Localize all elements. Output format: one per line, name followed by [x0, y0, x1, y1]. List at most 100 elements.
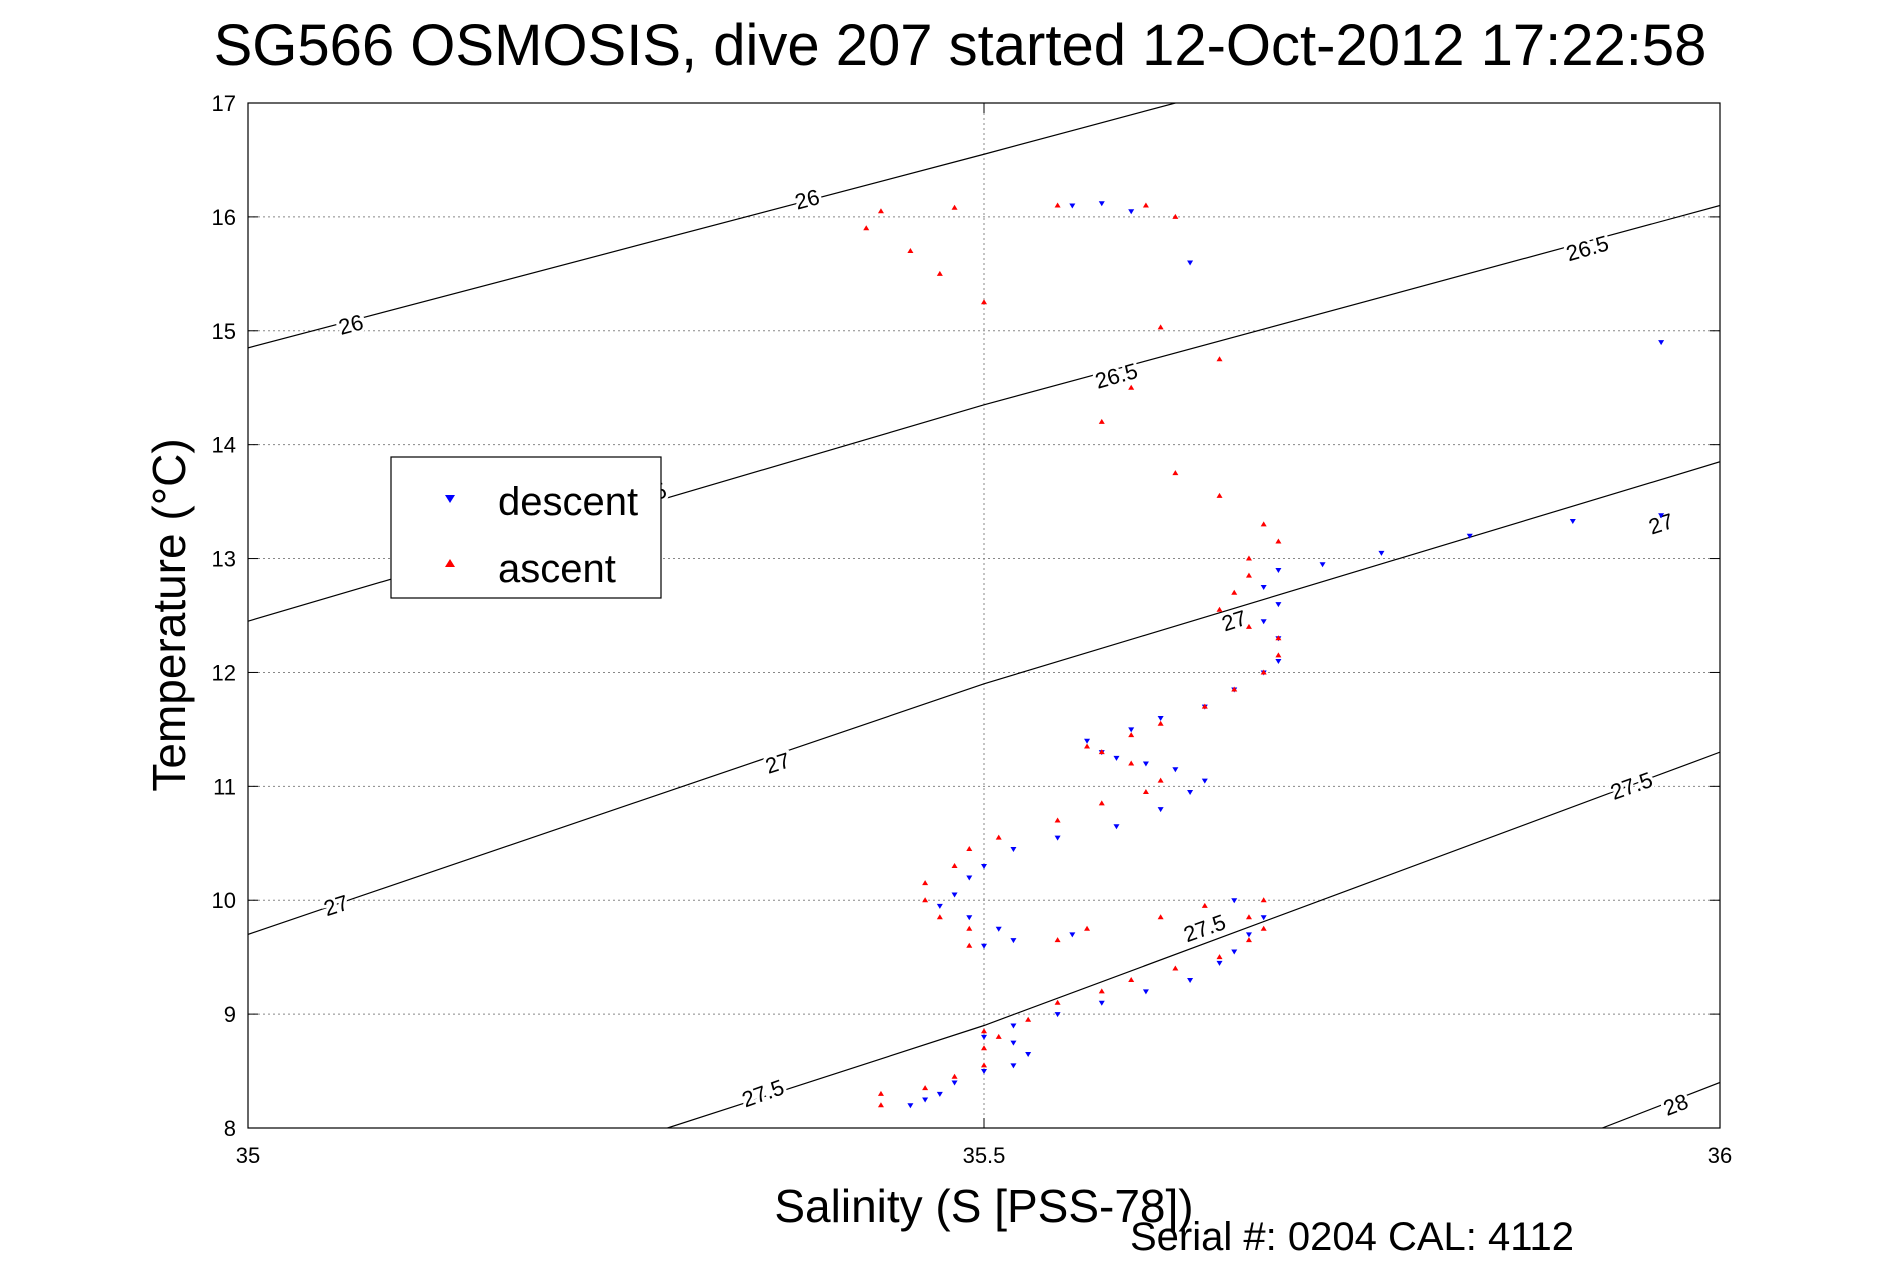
descent-point — [1128, 209, 1135, 215]
ascent-point — [922, 880, 929, 886]
descent-point — [1157, 716, 1164, 721]
ascent-point — [1172, 213, 1179, 219]
grid-lines — [248, 103, 1720, 1128]
y-tick-label: 16 — [212, 205, 236, 230]
ascent-point — [1245, 572, 1252, 578]
descent-point — [1128, 727, 1135, 733]
descent-point — [966, 915, 973, 921]
descent-point — [1113, 755, 1120, 761]
ascent-point — [966, 925, 973, 931]
ascent-point — [1260, 925, 1267, 931]
ascent-point — [1201, 703, 1208, 709]
ascent-point — [1216, 492, 1223, 498]
ascent-point — [1098, 418, 1105, 424]
legend: descent ascent — [390, 456, 662, 599]
ascent-point — [1084, 925, 1091, 931]
descent-point — [1142, 761, 1149, 767]
descent-point — [1245, 932, 1252, 938]
descent-point — [951, 1080, 958, 1086]
ascent-point — [1128, 732, 1135, 738]
descent-point — [1187, 260, 1194, 266]
ascent-point — [1128, 760, 1135, 766]
ascent-point — [1142, 789, 1149, 795]
ascent-point — [1260, 669, 1267, 675]
ascent-point — [863, 225, 870, 231]
descent-point — [1010, 1023, 1017, 1029]
ascent-point — [966, 845, 973, 851]
descent-point — [1098, 1000, 1105, 1006]
descent-point — [1658, 513, 1665, 519]
ascent-point — [877, 208, 884, 214]
descent-point — [936, 1091, 943, 1097]
ascent-point — [1201, 902, 1208, 908]
descent-point — [1319, 562, 1326, 568]
y-tick-label: 17 — [212, 91, 236, 116]
descent-point — [922, 1097, 929, 1103]
descent-point — [1275, 567, 1282, 573]
descent-point — [1113, 824, 1120, 830]
ascent-point — [1054, 937, 1061, 943]
ascent-point — [1216, 606, 1223, 612]
ascent-point — [1054, 999, 1061, 1005]
ascent-point — [981, 299, 987, 305]
ascent-point — [922, 897, 929, 903]
descent-point — [1187, 790, 1194, 796]
descent-point — [1275, 602, 1282, 608]
ascent-point — [1275, 538, 1282, 544]
y-tick-label: 10 — [212, 888, 236, 913]
descent-point — [907, 1103, 914, 1109]
descent-point — [1069, 203, 1076, 209]
density-contour-line — [248, 461, 1720, 935]
ascent-point — [907, 248, 914, 254]
density-contour-line — [248, 103, 1176, 349]
ascent-point — [1245, 555, 1252, 561]
chart-title: SG566 OSMOSIS, dive 207 started 12-Oct-2… — [214, 13, 1707, 78]
descent-point — [1172, 767, 1179, 773]
axis-ticks: 35 35.5 36 8 9 10 11 12 13 14 15 16 17 — [212, 91, 1733, 1168]
x-axis-label: Salinity (S [PSS-78]) — [774, 1180, 1193, 1232]
ascent-point — [1260, 897, 1267, 903]
descent-point — [1069, 932, 1076, 938]
y-axis-label: Temperature (°C) — [143, 438, 195, 791]
ascent-point — [1245, 937, 1252, 943]
ascent-point — [981, 1028, 987, 1034]
descent-point — [1231, 949, 1238, 955]
ascent-point — [1245, 914, 1252, 920]
descent-point — [1054, 835, 1061, 841]
descent-point — [1098, 201, 1105, 207]
ascent-point — [1142, 202, 1149, 208]
ascent-point — [951, 1073, 958, 1079]
descent-point — [981, 943, 987, 949]
ascent-point — [995, 834, 1002, 840]
ascent-point — [1172, 470, 1179, 476]
serial-footer: Serial #: 0204 CAL: 4112 — [1130, 1215, 1574, 1259]
descent-point — [1201, 778, 1208, 784]
descent-point — [1216, 960, 1223, 966]
descent-point — [1084, 738, 1091, 744]
descent-point — [1010, 938, 1017, 944]
descent-point — [1025, 1051, 1032, 1057]
ascent-point — [1157, 324, 1164, 330]
ascent-point — [1054, 817, 1061, 823]
ascent-point — [1025, 1016, 1032, 1022]
descent-point — [1378, 550, 1385, 556]
data-points — [863, 201, 1665, 1109]
ascent-point — [1157, 777, 1164, 783]
ascent-point — [1172, 965, 1179, 971]
descent-point — [981, 1034, 987, 1040]
ascent-point — [936, 914, 943, 920]
legend-label-ascent: ascent — [498, 547, 616, 591]
descent-point — [1010, 1040, 1017, 1046]
ascent-point — [877, 1090, 884, 1096]
descent-point — [1157, 807, 1164, 813]
y-tick-label: 14 — [212, 433, 236, 458]
ascent-point — [1216, 356, 1223, 362]
ascent-point — [1157, 914, 1164, 920]
ascent-point — [951, 204, 958, 210]
descent-point — [951, 892, 958, 898]
descent-point — [936, 903, 943, 909]
descent-point — [995, 926, 1002, 932]
ascent-point — [936, 270, 943, 276]
ascent-point — [995, 1033, 1002, 1039]
